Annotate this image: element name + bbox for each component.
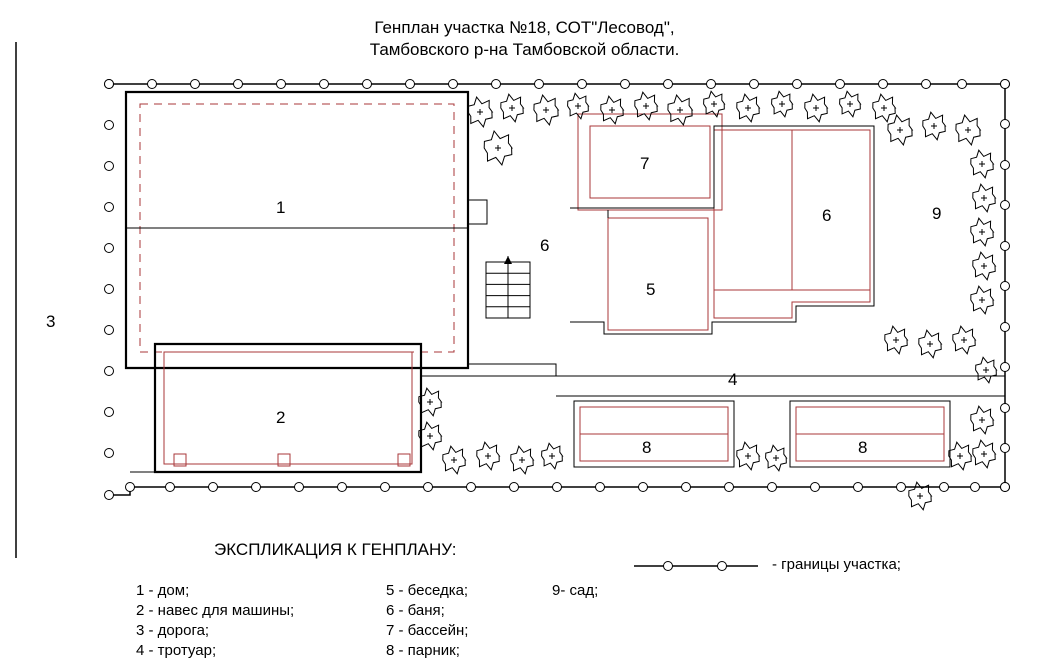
legend-item-6: 6 - баня; <box>386 602 445 619</box>
legend-item-3: 3 - дорога; <box>136 622 209 639</box>
legend-item-9: 9- сад; <box>552 582 598 599</box>
legend-item-8: 8 - парник; <box>386 642 460 659</box>
plan-label-3: 3 <box>46 312 55 332</box>
legend-item-7: 7 - бассейн; <box>386 622 468 639</box>
plan-label-2: 2 <box>276 408 285 428</box>
plan-label-8b: 8 <box>858 438 867 458</box>
legend-item-2: 2 - навес для машины; <box>136 602 294 619</box>
plan-label-6b: 6 <box>822 206 831 226</box>
legend-item-5: 5 - беседка; <box>386 582 468 599</box>
plan-label-7: 7 <box>640 154 649 174</box>
plan-label-5: 5 <box>646 280 655 300</box>
plan-label-9: 9 <box>932 204 941 224</box>
legend-item-1: 1 - дом; <box>136 582 189 599</box>
legend-title: ЭКСПЛИКАЦИЯ К ГЕНПЛАНУ: <box>214 540 456 560</box>
plan-label-4: 4 <box>728 370 737 390</box>
site-plan-diagram: { "title": { "line1": "Генплан участка №… <box>0 0 1049 670</box>
plan-label-6a: 6 <box>540 236 549 256</box>
legend-item-4: 4 - тротуар; <box>136 642 216 659</box>
legend-boundary-label: - границы участка; <box>772 556 901 573</box>
plan-label-8a: 8 <box>642 438 651 458</box>
plan-label-1: 1 <box>276 198 285 218</box>
